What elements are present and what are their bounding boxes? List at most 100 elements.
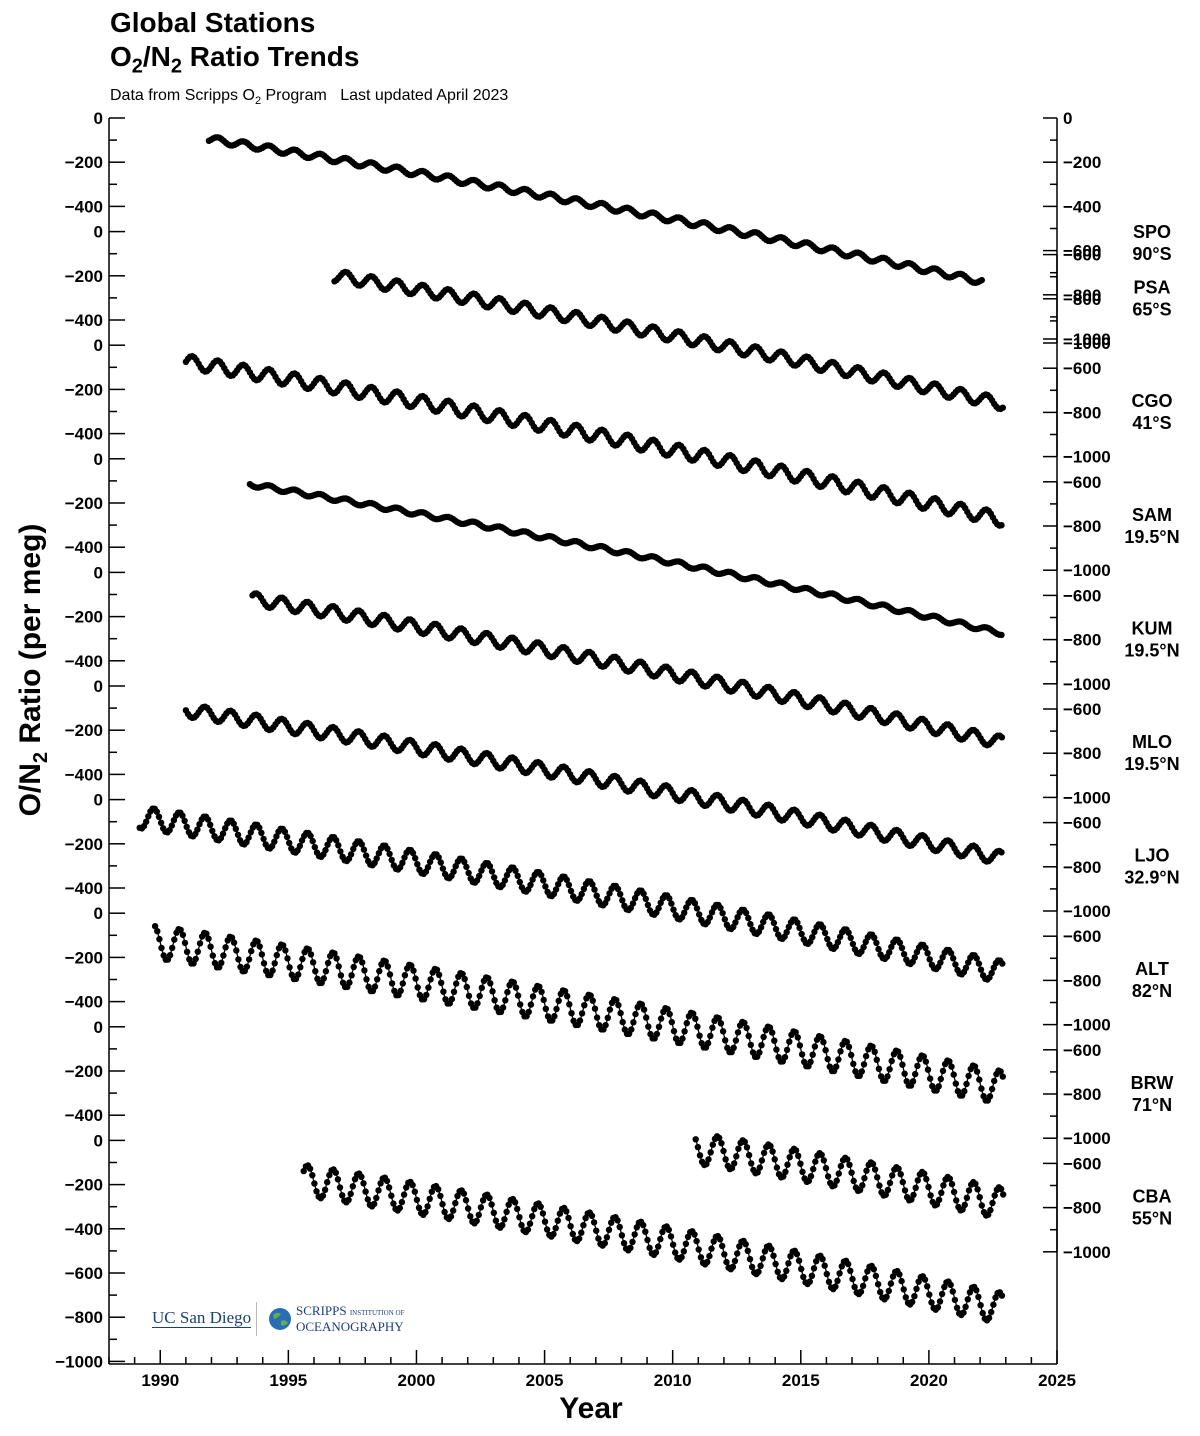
data-point <box>311 844 318 851</box>
data-point <box>835 1056 842 1063</box>
right-tick-label: −1000 <box>1063 902 1111 921</box>
left-tick-label: −400 <box>65 425 103 444</box>
data-point <box>411 1188 418 1195</box>
series-points-alt <box>151 923 1006 1104</box>
right-tick-label: −800 <box>1063 631 1101 650</box>
data-point <box>885 1287 892 1295</box>
data-point <box>461 858 468 865</box>
data-point <box>927 1075 934 1082</box>
data-point <box>218 959 225 966</box>
data-point <box>990 1301 997 1308</box>
data-point <box>755 1268 762 1275</box>
data-point <box>836 1270 843 1277</box>
data-point <box>518 1221 525 1229</box>
data-point <box>997 1068 1004 1075</box>
data-point <box>991 1077 998 1085</box>
x-tick-label: 1995 <box>269 1371 307 1390</box>
data-point <box>399 859 406 866</box>
data-point <box>593 1227 600 1234</box>
data-point <box>902 1294 909 1301</box>
data-point <box>770 919 778 927</box>
data-point <box>898 944 906 952</box>
data-point <box>745 1032 752 1040</box>
data-point <box>848 1051 855 1059</box>
left-tick-label: −200 <box>65 835 103 854</box>
data-point <box>423 991 430 999</box>
data-point <box>613 996 620 1004</box>
data-point <box>538 872 545 879</box>
data-point <box>425 984 432 991</box>
data-point <box>833 1177 840 1184</box>
data-point <box>896 1271 903 1278</box>
data-point <box>858 1068 865 1075</box>
data-point <box>961 1201 968 1209</box>
data-point <box>260 960 268 967</box>
data-point <box>733 1153 740 1160</box>
data-point <box>800 1273 807 1281</box>
data-point <box>271 960 278 967</box>
data-point <box>333 837 340 844</box>
data-point <box>772 925 780 933</box>
data-point <box>877 1288 884 1296</box>
data-point <box>897 1171 904 1178</box>
data-point <box>171 936 178 943</box>
data-point <box>756 1049 763 1056</box>
data-point <box>911 954 918 961</box>
data-point <box>143 818 150 825</box>
data-point <box>319 1192 327 1199</box>
data-point <box>973 1068 981 1075</box>
data-point <box>642 895 649 903</box>
data-point <box>722 1156 729 1163</box>
data-point <box>453 980 460 987</box>
data-point <box>963 1194 971 1202</box>
data-point <box>963 1080 970 1088</box>
data-point <box>978 276 985 284</box>
data-point <box>748 1160 755 1167</box>
data-point <box>948 1180 956 1188</box>
data-point <box>591 886 598 893</box>
data-point <box>490 1209 497 1217</box>
left-tick-label: −200 <box>65 1062 103 1081</box>
data-point <box>812 1158 819 1165</box>
data-point <box>845 1260 852 1268</box>
data-point <box>938 1290 946 1298</box>
data-point <box>988 1308 995 1316</box>
data-point <box>655 1023 663 1030</box>
right-tick-label: −1000 <box>1063 1016 1111 1035</box>
data-point <box>248 947 255 955</box>
data-point <box>870 1266 877 1273</box>
data-point <box>541 1218 549 1225</box>
data-point <box>821 929 829 937</box>
data-point <box>824 935 831 943</box>
data-point <box>339 1192 346 1199</box>
right-tick-label: −1000 <box>1063 675 1111 694</box>
data-point <box>965 1072 972 1080</box>
data-point <box>678 1254 685 1261</box>
data-point <box>1000 1191 1007 1198</box>
data-point <box>166 952 174 959</box>
data-point <box>722 1037 729 1044</box>
left-tick-label: 0 <box>94 109 103 128</box>
data-point <box>588 1212 596 1220</box>
left-tick-label: 0 <box>94 1018 103 1037</box>
data-point <box>884 1073 891 1080</box>
data-point <box>694 1143 702 1151</box>
data-point <box>694 1023 701 1030</box>
data-point <box>209 952 216 959</box>
data-point <box>927 1192 934 1199</box>
data-point <box>426 1195 433 1203</box>
data-point <box>464 1205 472 1212</box>
data-point <box>452 1199 459 1207</box>
data-point <box>668 900 675 907</box>
data-point <box>798 930 805 938</box>
data-point <box>154 928 161 935</box>
data-point <box>309 1172 316 1179</box>
ucsd-logo: UC San Diego <box>152 1308 252 1328</box>
data-point <box>606 1006 614 1013</box>
right-tick-label: −800 <box>1063 517 1101 536</box>
data-point <box>786 1038 793 1045</box>
data-point <box>439 1201 446 1208</box>
data-point <box>862 1052 870 1060</box>
data-point <box>542 883 549 890</box>
